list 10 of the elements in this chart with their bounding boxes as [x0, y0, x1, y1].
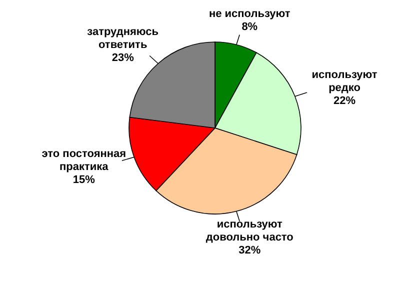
slice-label: используют редко — [312, 68, 378, 94]
slice-label: это постоянная практика — [42, 148, 126, 173]
data-label: 32% — [238, 244, 261, 256]
data-label: 23% — [112, 52, 134, 64]
slice-label: используют довольно часто — [206, 218, 294, 244]
data-label: 22% — [334, 94, 356, 107]
slice-label: затрудняюсь ответить — [87, 26, 159, 52]
slice-label: не используют — [208, 8, 291, 20]
data-label: 15% — [72, 174, 96, 186]
data-label: 8% — [242, 21, 258, 34]
